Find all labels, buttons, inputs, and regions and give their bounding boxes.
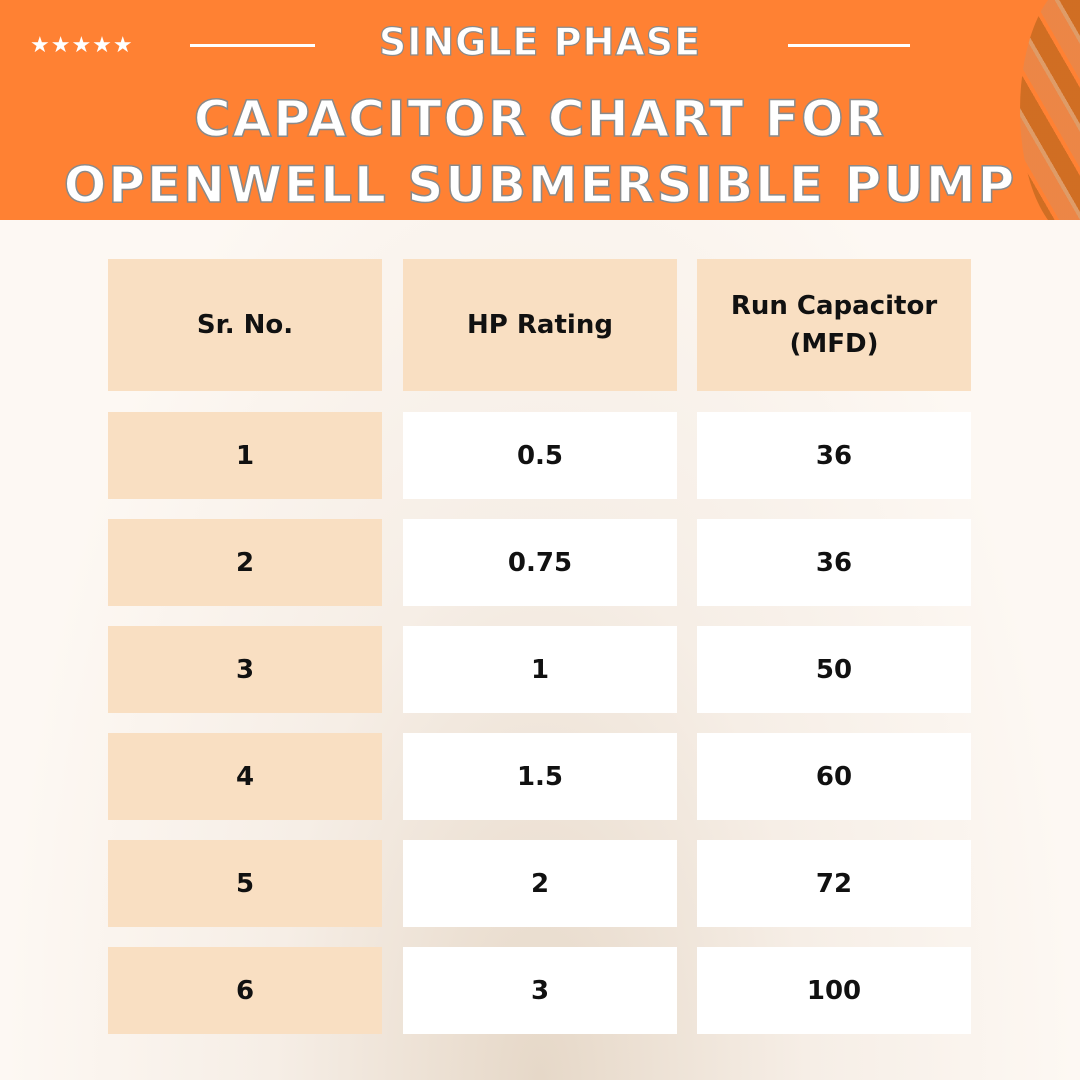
table-cell-sr-no: 4: [108, 733, 382, 820]
table-cell-run-capacitor: 72: [697, 840, 971, 927]
table-cell-hp-rating: 1: [403, 626, 677, 713]
table-cell-hp-rating: 0.5: [403, 412, 677, 499]
title-banner: ★★★★★ SINGLE PHASE CAPACITOR CHART FOR O…: [0, 0, 1080, 220]
subtitle: SINGLE PHASE: [378, 19, 702, 64]
header-run-capacitor: Run Capacitor (MFD): [697, 259, 971, 391]
header-hp-rating: HP Rating: [403, 259, 677, 391]
table-cell-sr-no: 5: [108, 840, 382, 927]
table-cell-run-capacitor: 60: [697, 733, 971, 820]
table-cell-sr-no: 2: [108, 519, 382, 606]
divider-left: [190, 44, 315, 47]
table-cell-hp-rating: 1.5: [403, 733, 677, 820]
table-cell-sr-no: 3: [108, 626, 382, 713]
title-line-1: CAPACITOR CHART FOR: [193, 89, 887, 149]
page-title: CAPACITOR CHART FOR OPENWELL SUBMERSIBLE…: [0, 86, 1080, 218]
table-cell-run-capacitor: 36: [697, 519, 971, 606]
table-cell-hp-rating: 3: [403, 947, 677, 1034]
table-cell-sr-no: 6: [108, 947, 382, 1034]
table-cell-hp-rating: 0.75: [403, 519, 677, 606]
divider-right: [788, 44, 910, 47]
five-star-icons: ★★★★★: [30, 33, 134, 58]
table-cell-run-capacitor: 50: [697, 626, 971, 713]
title-line-2: OPENWELL SUBMERSIBLE PUMP: [63, 155, 1017, 215]
table-cell-run-capacitor: 100: [697, 947, 971, 1034]
decorative-ball-image: [1020, 0, 1080, 220]
table-cell-run-capacitor: 36: [697, 412, 971, 499]
header-sr-no: Sr. No.: [108, 259, 382, 391]
table-cell-hp-rating: 2: [403, 840, 677, 927]
table-cell-sr-no: 1: [108, 412, 382, 499]
